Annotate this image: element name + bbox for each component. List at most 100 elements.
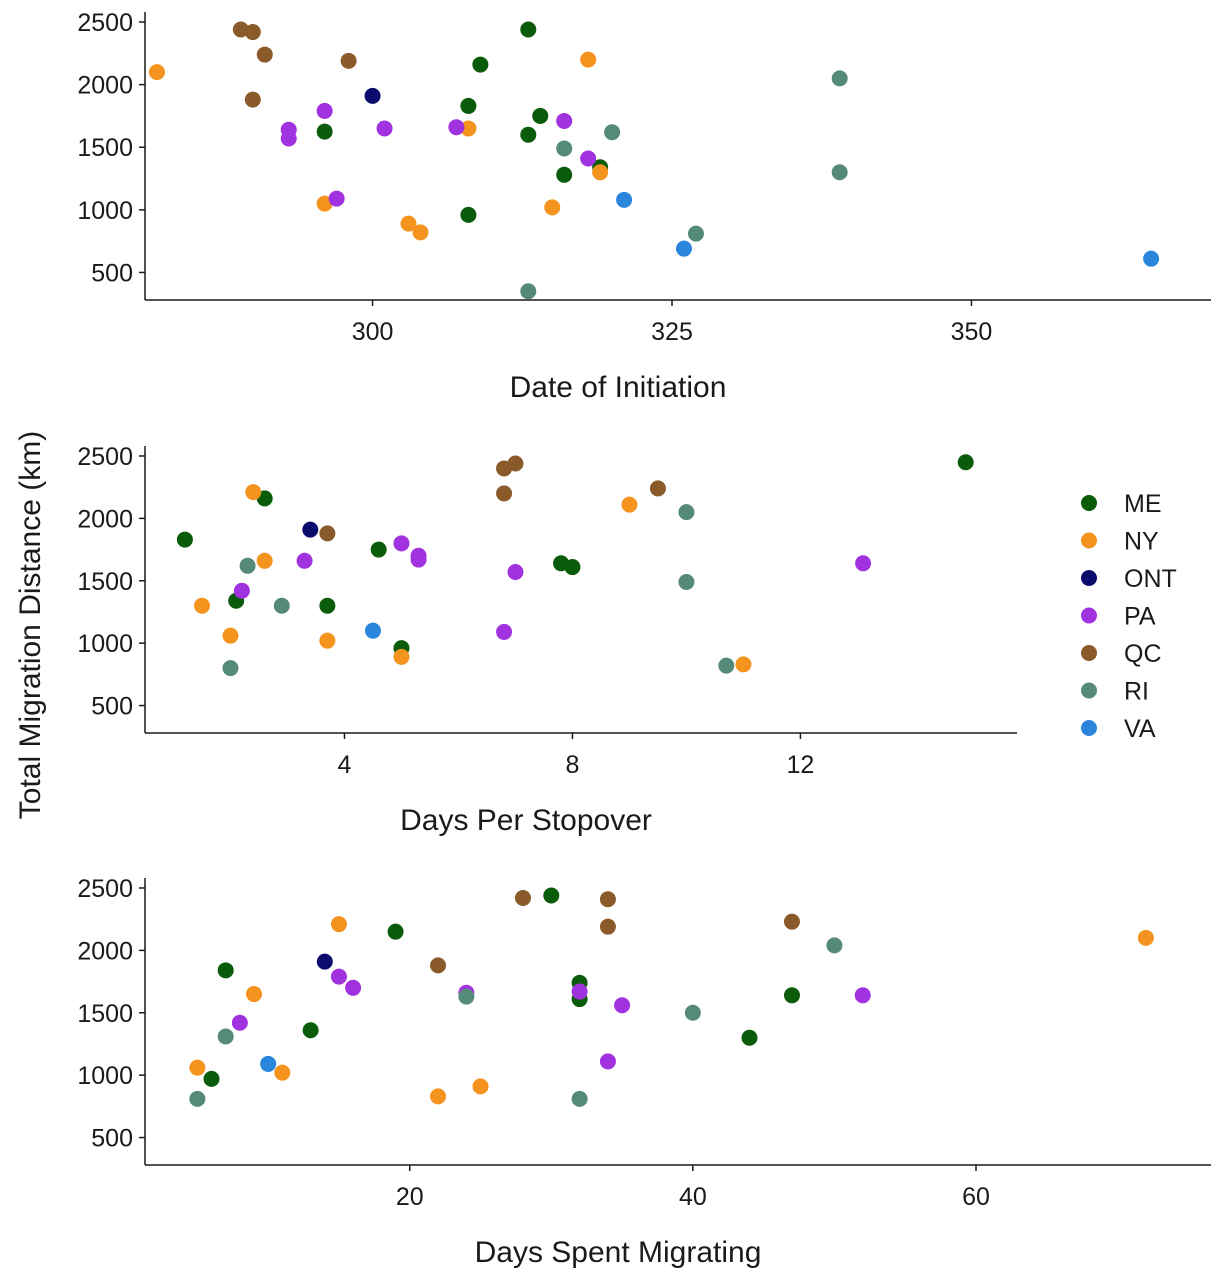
y-tick-label: 2500 (77, 875, 133, 903)
data-point-ny (193, 597, 210, 614)
data-point-pa (410, 551, 427, 568)
data-point-ny (319, 632, 336, 649)
data-point-qc (340, 52, 357, 69)
data-point-ny (393, 648, 410, 665)
data-point-ny (621, 496, 638, 513)
data-point-ny (222, 627, 239, 644)
data-point-pa (556, 112, 573, 129)
data-point-ont (302, 521, 319, 538)
data-point-ny (592, 164, 609, 181)
data-point-ri (684, 1004, 701, 1021)
data-point-ny (735, 656, 752, 673)
data-point-pa (496, 623, 513, 640)
data-point-va (1143, 250, 1160, 267)
data-point-me (520, 21, 537, 38)
data-point-me (370, 541, 387, 558)
x-tick-label: 20 (396, 1183, 424, 1211)
data-point-ny (400, 215, 417, 232)
y-tick-label: 2000 (77, 937, 133, 965)
y-axis-title: Total Migration Distance (km) (14, 431, 47, 819)
data-point-me (472, 56, 489, 73)
chart-panels: 500 1000 1500 2000 2500 300 325 350 Date of Init… (77, 9, 1211, 1269)
legend-label: VA (1124, 715, 1156, 743)
data-point-pa (328, 190, 345, 207)
data-point-pa (571, 983, 588, 1000)
y-tick-label: 2500 (77, 9, 133, 37)
legend-swatch (1081, 720, 1097, 736)
legend-swatch (1081, 607, 1097, 624)
legend-item-qc: QC (1081, 640, 1162, 668)
x-tick-label: 8 (565, 751, 579, 779)
data-point-va (675, 240, 692, 257)
legend-item-ri: RI (1081, 678, 1149, 706)
x-axis-title: Days Per Stopover (400, 804, 652, 837)
legend-label: ONT (1124, 565, 1177, 593)
data-point-pa (296, 552, 313, 569)
data-point-me (741, 1029, 758, 1046)
legend-label: RI (1124, 678, 1149, 706)
data-point-me (203, 1070, 220, 1087)
x-tick-label: 350 (951, 318, 993, 346)
data-point-ri (239, 557, 256, 574)
data-point-ny (246, 986, 263, 1003)
data-point-ri (678, 504, 695, 521)
legend-swatch (1081, 645, 1097, 661)
data-point-va (616, 191, 633, 208)
data-point-ri (520, 283, 537, 300)
data-point-pa (507, 564, 524, 581)
data-point-me (460, 97, 477, 114)
data-point-pa (280, 130, 297, 147)
data-point-ny (472, 1078, 489, 1095)
data-point-ny (1137, 929, 1154, 946)
data-point-pa (376, 120, 393, 137)
data-point-qc (783, 913, 800, 930)
y-tick-label: 1000 (77, 197, 133, 225)
data-point-me (543, 887, 560, 904)
legend-label: NY (1124, 528, 1159, 556)
data-point-ri (458, 988, 475, 1005)
chart-panel-1: 500 1000 1500 2000 2500 300 325 350 Date of Init… (77, 9, 1211, 404)
x-tick-label: 60 (962, 1183, 990, 1211)
data-point-qc (599, 891, 616, 908)
x-axis-title: Date of Initiation (510, 371, 727, 404)
data-point-pa (580, 150, 597, 167)
data-point-ri (273, 597, 290, 614)
x-axis-title: Days Spent Migrating (475, 1236, 762, 1269)
data-point-me (564, 559, 581, 576)
legend-item-pa: PA (1081, 603, 1156, 631)
data-point-ont (364, 87, 381, 104)
data-point-pa (345, 979, 362, 996)
y-tick-label: 1500 (77, 1000, 133, 1028)
x-tick-label: 4 (338, 751, 352, 779)
data-point-ny (245, 484, 262, 501)
data-point-ri (556, 140, 573, 157)
data-point-ny (460, 120, 477, 137)
data-point-me (460, 206, 477, 223)
data-point-ri (831, 164, 848, 181)
data-point-qc (319, 525, 336, 542)
legend-label: ME (1124, 490, 1162, 518)
y-tick-label: 500 (91, 259, 133, 287)
data-point-ri (189, 1090, 206, 1107)
data-point-ny (256, 552, 273, 569)
legend-swatch (1081, 532, 1097, 549)
data-point-pa (614, 997, 631, 1014)
data-point-ri (217, 1028, 234, 1045)
legend-swatch (1081, 570, 1097, 586)
data-point-pa (448, 119, 465, 136)
legend-label: QC (1124, 640, 1162, 668)
data-point-qc (507, 455, 524, 472)
data-point-ri (222, 660, 239, 677)
data-point-pa (233, 582, 250, 599)
data-point-va (260, 1055, 277, 1072)
data-point-pa (330, 968, 347, 985)
data-point-ri (604, 124, 621, 141)
data-point-pa (393, 535, 410, 552)
data-point-me (316, 123, 333, 140)
data-point-me (302, 1022, 319, 1039)
x-tick-label: 300 (352, 318, 394, 346)
data-point-qc (430, 957, 447, 974)
data-point-me (176, 531, 193, 548)
data-point-ri (831, 70, 848, 87)
